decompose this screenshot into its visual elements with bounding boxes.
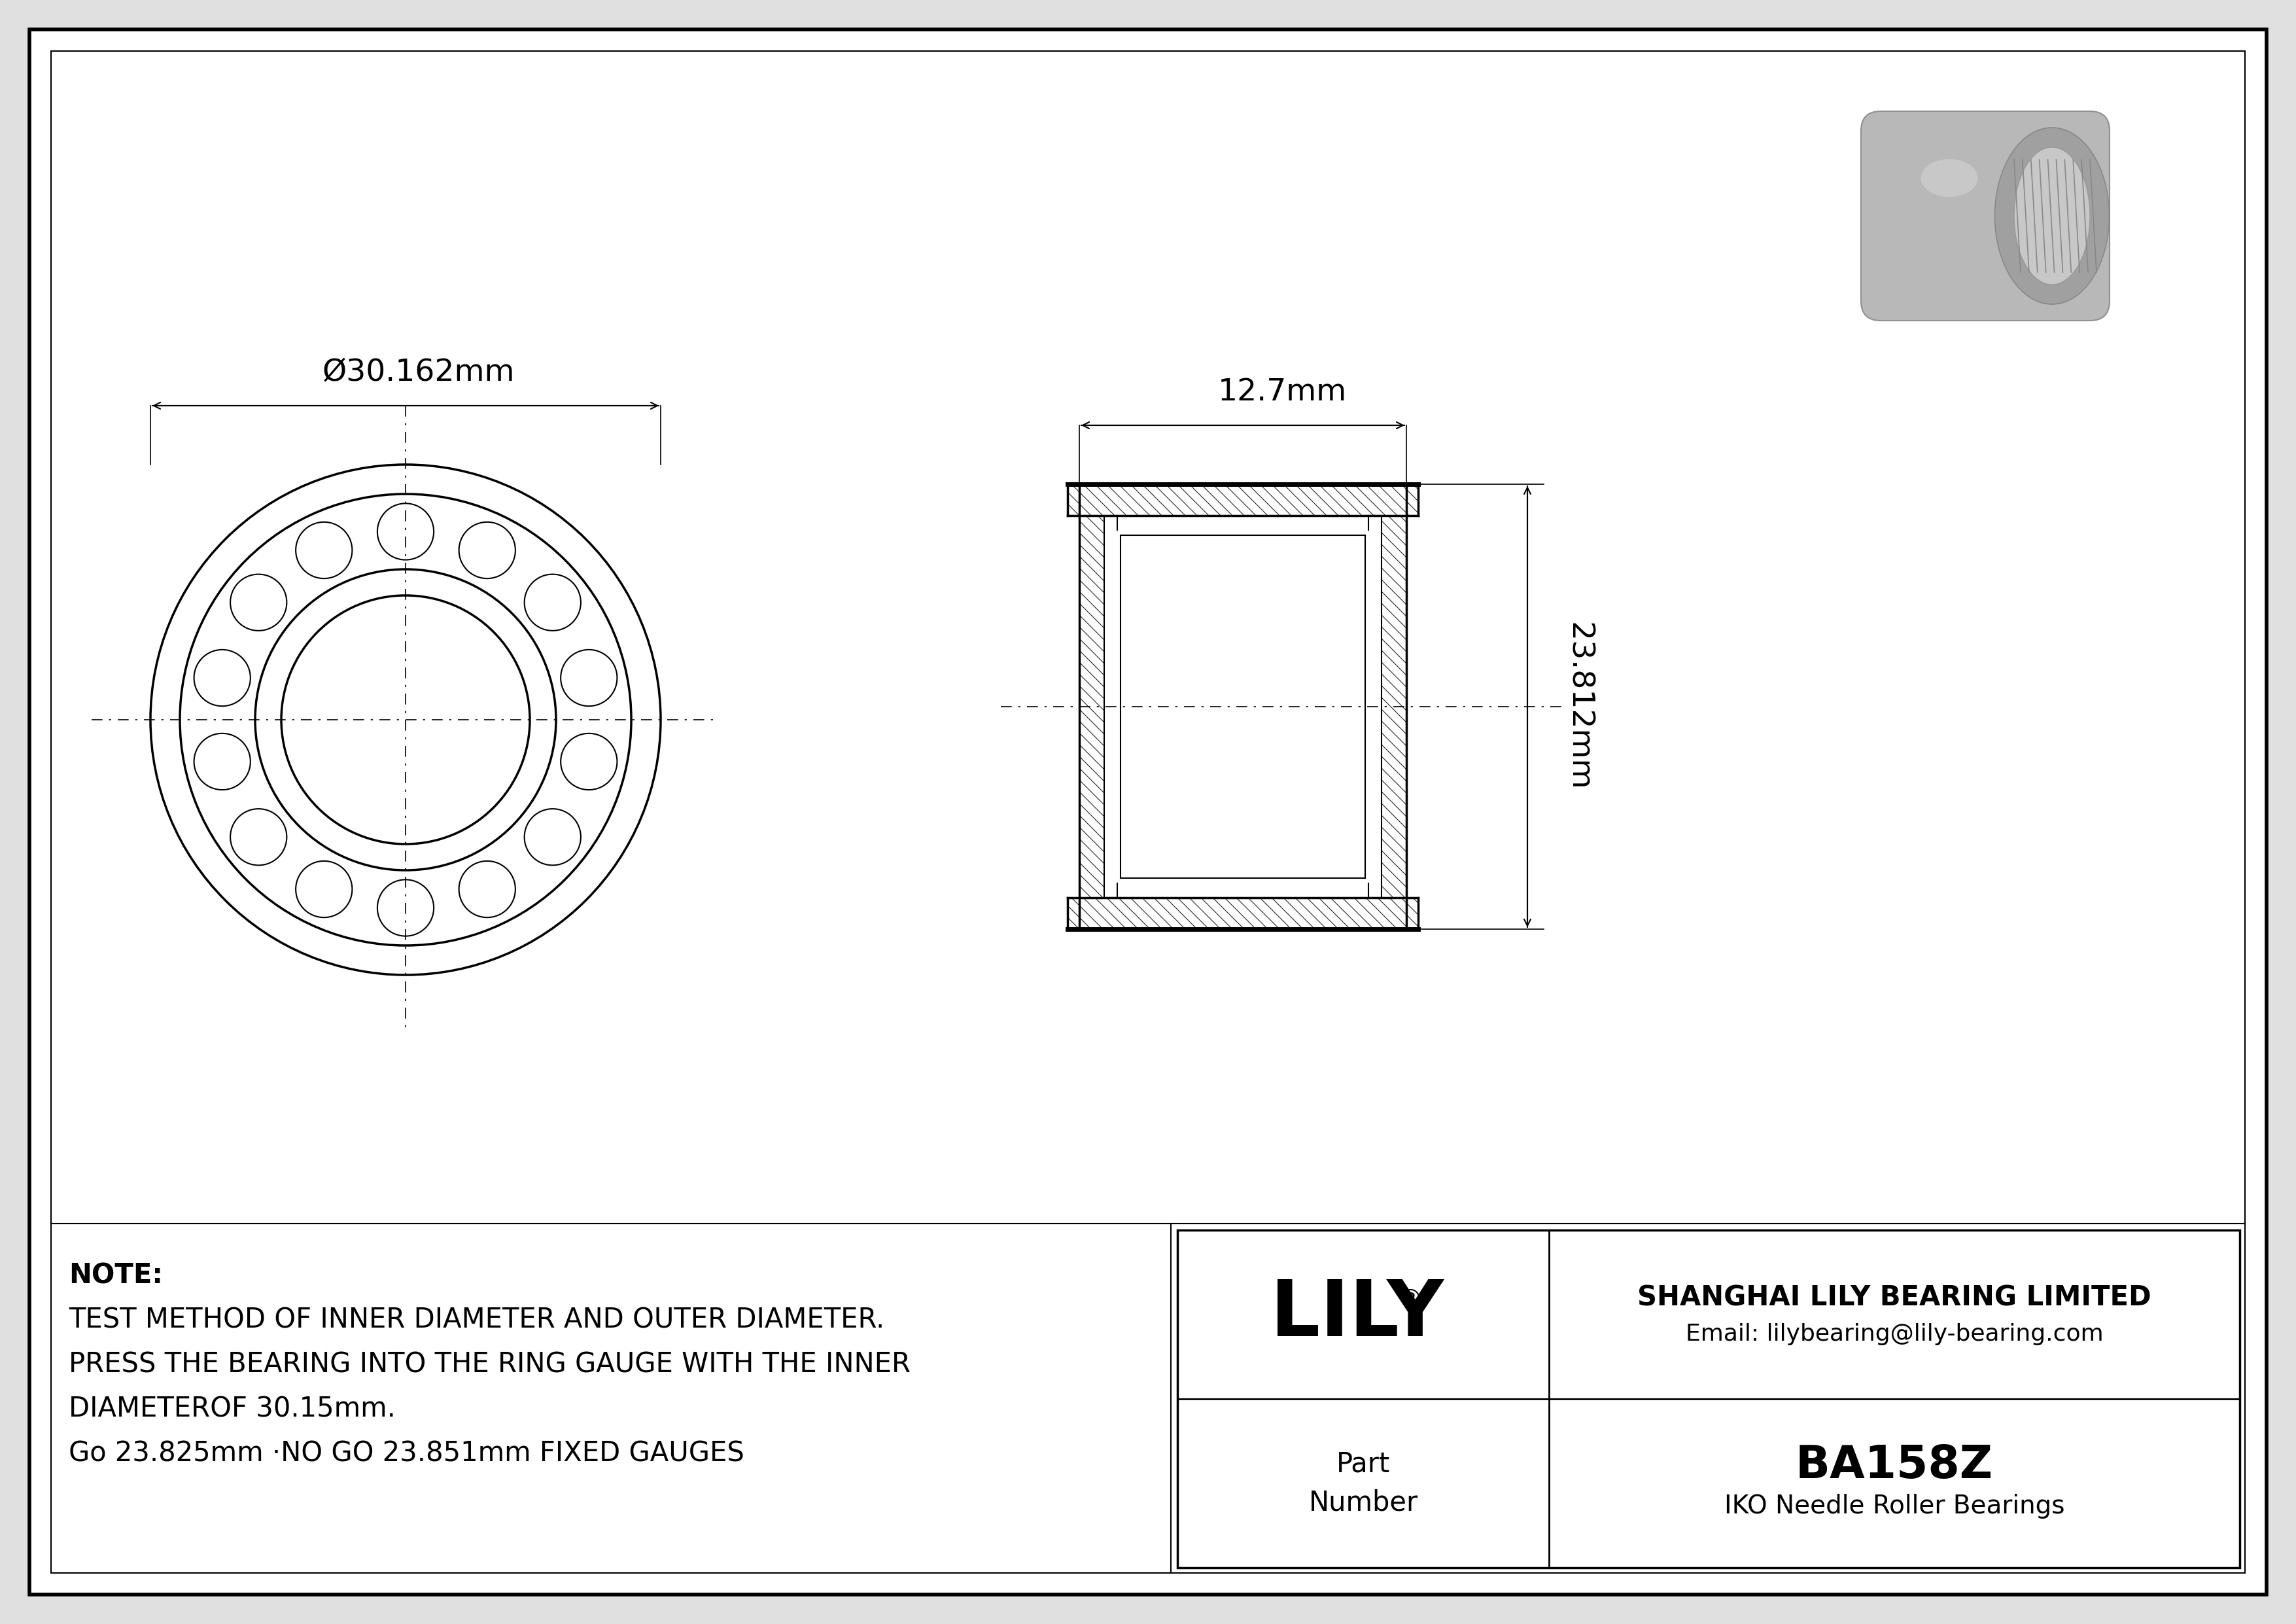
Text: 23.812mm: 23.812mm bbox=[1564, 622, 1593, 791]
Ellipse shape bbox=[2014, 148, 2089, 284]
Text: LILY: LILY bbox=[1270, 1276, 1444, 1353]
Text: SHANGHAI LILY BEARING LIMITED: SHANGHAI LILY BEARING LIMITED bbox=[1637, 1285, 2151, 1312]
Text: DIAMETEROF 30.15mm.: DIAMETEROF 30.15mm. bbox=[69, 1395, 395, 1423]
Bar bbox=[1178, 1229, 2239, 1567]
Text: ®: ® bbox=[1398, 1288, 1424, 1312]
Text: Go 23.825mm ·NO GO 23.851mm FIXED GAUGES: Go 23.825mm ·NO GO 23.851mm FIXED GAUGES bbox=[69, 1439, 744, 1466]
Text: Email: lilybearing@lily-bearing.com: Email: lilybearing@lily-bearing.com bbox=[1685, 1324, 2103, 1345]
Text: NOTE:: NOTE: bbox=[69, 1262, 163, 1289]
Text: IKO Needle Roller Bearings: IKO Needle Roller Bearings bbox=[1724, 1494, 2064, 1518]
FancyBboxPatch shape bbox=[1862, 110, 2110, 320]
Ellipse shape bbox=[1995, 128, 2110, 304]
Text: BA158Z: BA158Z bbox=[1795, 1444, 1993, 1488]
Ellipse shape bbox=[1922, 159, 1977, 197]
Text: Part
Number: Part Number bbox=[1309, 1450, 1419, 1517]
Text: PRESS THE BEARING INTO THE RING GAUGE WITH THE INNER: PRESS THE BEARING INTO THE RING GAUGE WI… bbox=[69, 1351, 912, 1379]
Text: Ø30.162mm: Ø30.162mm bbox=[321, 357, 514, 388]
Text: TEST METHOD OF INNER DIAMETER AND OUTER DIAMETER.: TEST METHOD OF INNER DIAMETER AND OUTER … bbox=[69, 1306, 884, 1333]
Text: 12.7mm: 12.7mm bbox=[1217, 377, 1348, 408]
